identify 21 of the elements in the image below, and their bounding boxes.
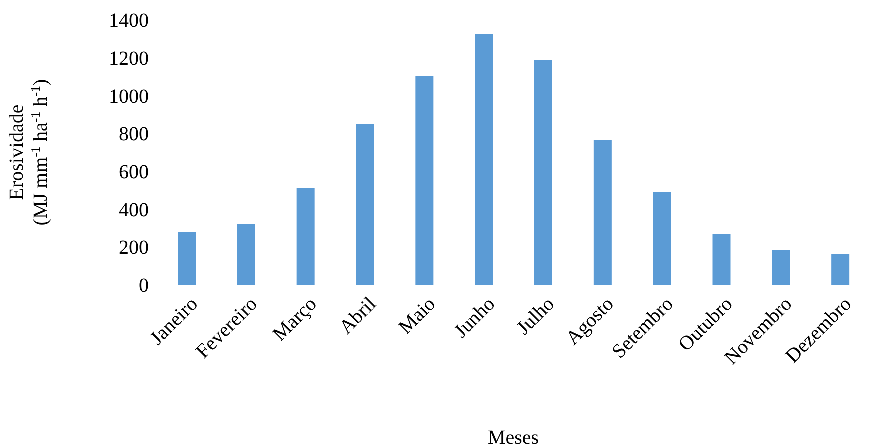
- bar: [772, 250, 790, 285]
- bar: [475, 34, 494, 285]
- x-axis-title: Meses: [488, 427, 540, 448]
- y-tick-label: 1200: [109, 48, 149, 70]
- bar: [356, 124, 374, 285]
- y-tick-label: 200: [119, 237, 149, 260]
- bar: [416, 76, 434, 285]
- bar: [712, 234, 731, 285]
- bar: [178, 232, 196, 285]
- y-tick-label: 1000: [109, 86, 149, 108]
- y-tick-label: 600: [119, 162, 149, 184]
- y-tick-label: 400: [119, 199, 149, 222]
- bar: [653, 192, 672, 285]
- bar: [594, 140, 612, 285]
- bar: [296, 188, 315, 285]
- bar: [237, 224, 256, 285]
- y-tick-label: 0: [139, 275, 149, 298]
- y-tick-label: 800: [119, 124, 149, 146]
- bar: [534, 60, 552, 285]
- y-tick-label: 1400: [109, 10, 149, 32]
- bar: [832, 254, 850, 285]
